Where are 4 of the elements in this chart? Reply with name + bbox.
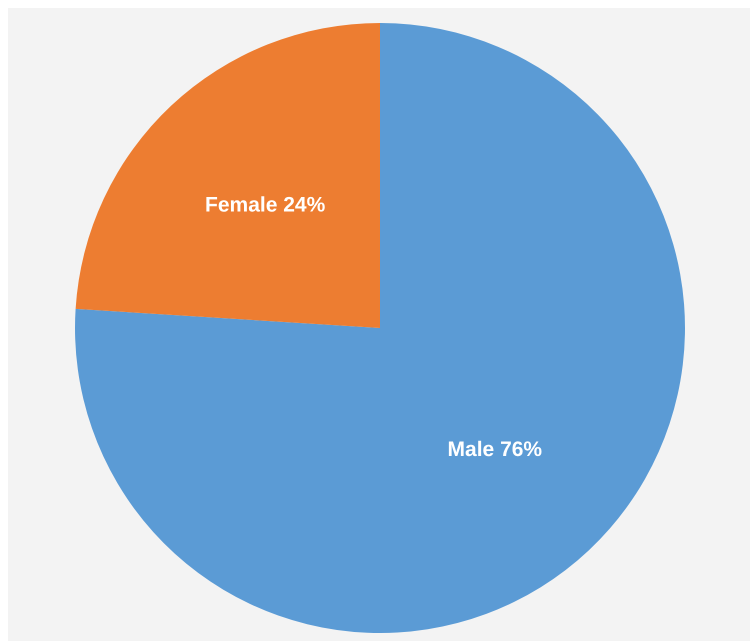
pie-slice <box>76 23 685 633</box>
pie-slice <box>76 23 380 328</box>
slice-label: Female 24% <box>205 193 326 216</box>
slice-label: Male 76% <box>448 438 542 461</box>
